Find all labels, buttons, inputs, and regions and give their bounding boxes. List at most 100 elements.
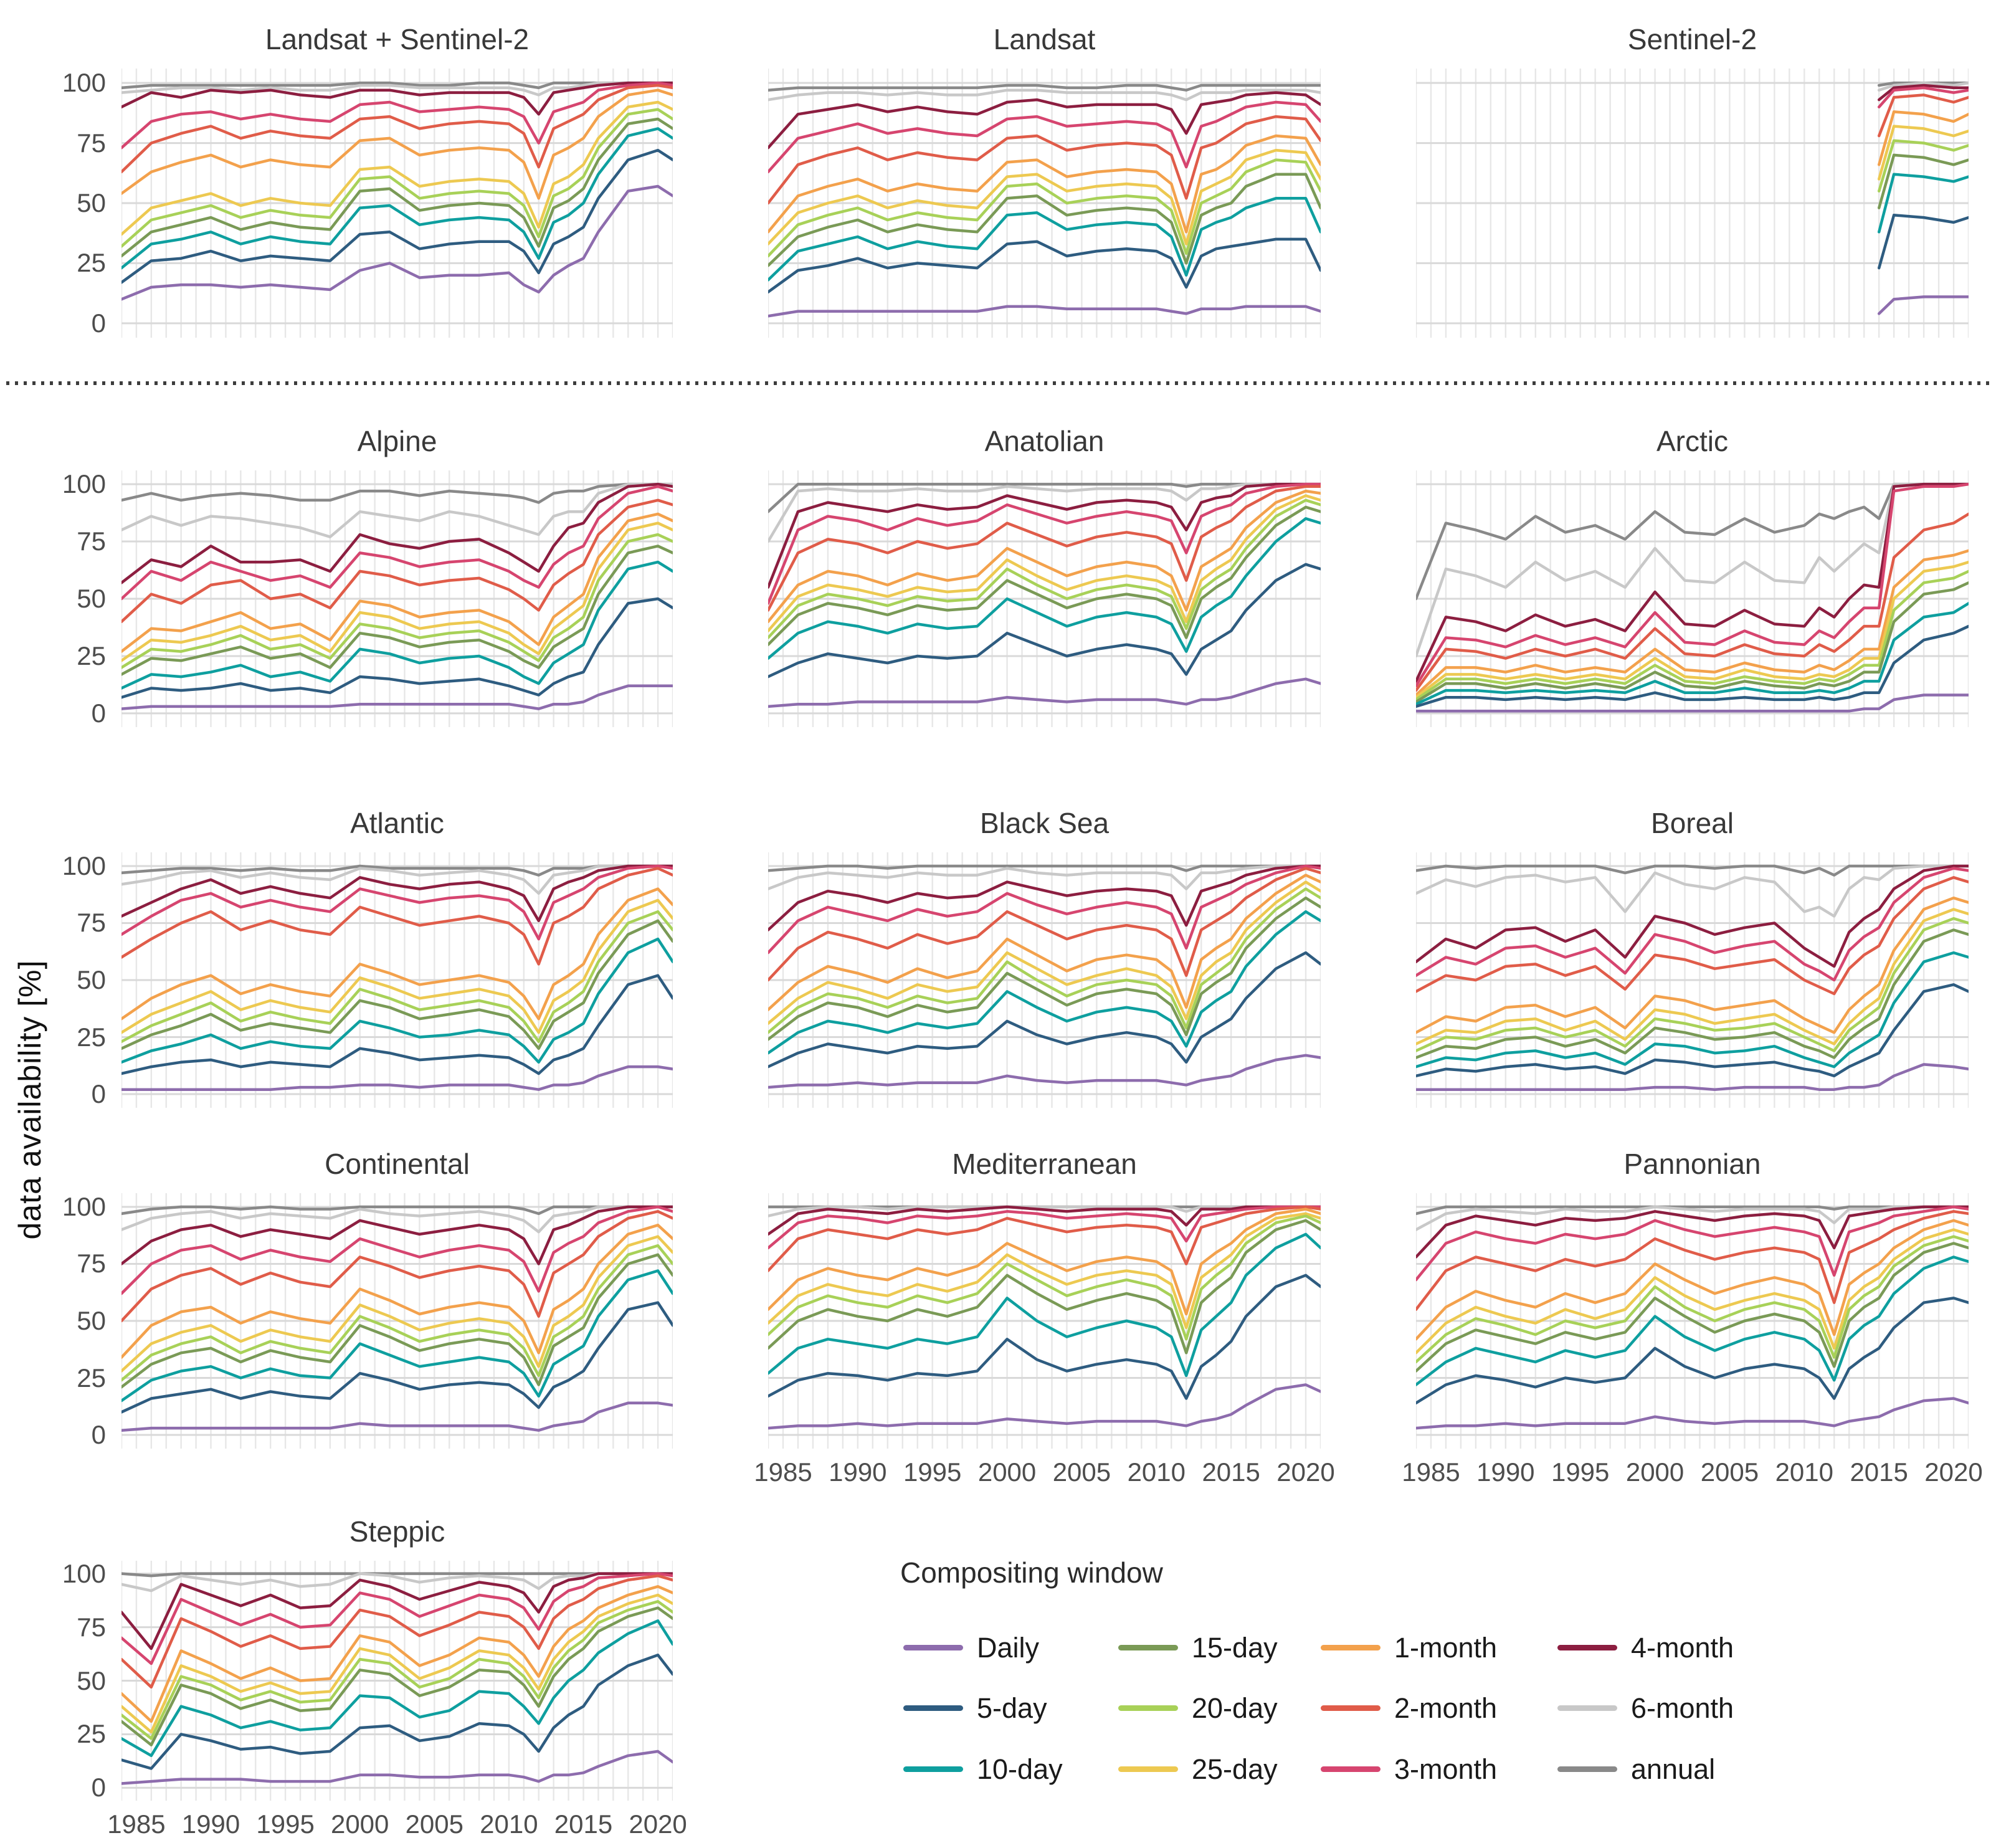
series-line-annual bbox=[121, 1205, 673, 1216]
y-tick-label: 0 bbox=[91, 1420, 106, 1450]
series-line-4-month bbox=[121, 482, 673, 584]
panel-title-mediterranean: Mediterranean bbox=[952, 1148, 1137, 1180]
legend-label-annual: annual bbox=[1631, 1753, 1716, 1785]
y-tick-label: 25 bbox=[77, 1719, 106, 1749]
series-line-5-day bbox=[1416, 1297, 1969, 1405]
panel-title-landsat: Landsat bbox=[993, 23, 1096, 55]
series-line-2-month bbox=[768, 485, 1321, 612]
series-line-2-month bbox=[1416, 512, 1969, 692]
series-line-5-day bbox=[121, 1301, 673, 1414]
panel-title-atlantic: Atlantic bbox=[350, 807, 444, 839]
series-line-1-month bbox=[121, 1224, 673, 1359]
series-line-3-month bbox=[768, 1205, 1321, 1250]
plot-area-alpine bbox=[121, 470, 673, 727]
legend-swatch-daily bbox=[903, 1645, 963, 1650]
legend-label-20-day: 20-day bbox=[1192, 1692, 1278, 1724]
y-tick-label: 75 bbox=[77, 1612, 106, 1642]
legend-label-15-day: 15-day bbox=[1192, 1632, 1278, 1664]
series-line-daily bbox=[1877, 295, 1969, 315]
series-line-25-day bbox=[1877, 125, 1969, 181]
panel-title-pannonian: Pannonian bbox=[1623, 1148, 1761, 1180]
series-line-6-month bbox=[1416, 482, 1969, 658]
series-line-4-month bbox=[1416, 1205, 1969, 1259]
series-line-1-month bbox=[121, 512, 673, 653]
y-tick-label: 25 bbox=[77, 1363, 106, 1393]
legend-swatch-5-day bbox=[903, 1705, 963, 1711]
series-line-4-month bbox=[768, 91, 1321, 150]
x-tick-label: 2020 bbox=[1276, 1457, 1335, 1487]
series-line-2-month bbox=[1416, 876, 1969, 996]
x-tick-label: 2015 bbox=[1202, 1457, 1260, 1487]
x-tick-label: 2010 bbox=[480, 1809, 538, 1839]
legend-label-4-month: 4-month bbox=[1631, 1632, 1734, 1664]
series-line-annual bbox=[121, 482, 673, 504]
x-tick-label: 1990 bbox=[829, 1457, 887, 1487]
series-line-25-day bbox=[121, 1593, 673, 1734]
series-line-annual bbox=[1416, 864, 1969, 877]
series-line-1-month bbox=[121, 88, 673, 200]
series-line-10-day bbox=[121, 127, 673, 270]
series-line-2-month bbox=[121, 83, 673, 174]
panel-title-anatolian: Anatolian bbox=[984, 425, 1105, 457]
series-line-3-month bbox=[1416, 482, 1969, 688]
x-tick-label: 2020 bbox=[1924, 1457, 1983, 1487]
series-line-2-month bbox=[121, 1210, 673, 1323]
plot-area-arctic bbox=[1416, 470, 1969, 727]
series-line-1-month bbox=[768, 874, 1321, 1011]
series-line-25-day bbox=[121, 522, 673, 662]
series-line-3-month bbox=[1877, 86, 1969, 108]
plot-area-boreal bbox=[1416, 852, 1969, 1108]
y-tick-label: 75 bbox=[77, 908, 106, 938]
series-line-4-month bbox=[1877, 83, 1969, 102]
series-line-4-month bbox=[768, 1205, 1321, 1236]
legend-label-10-day: 10-day bbox=[977, 1753, 1063, 1785]
series-line-1-month bbox=[768, 1207, 1321, 1316]
panel-title-sentinel-2: Sentinel-2 bbox=[1627, 23, 1757, 55]
series-line-daily bbox=[768, 305, 1321, 318]
series-line-5-day bbox=[768, 1274, 1321, 1400]
series-line-2-month bbox=[768, 115, 1321, 205]
panel-title-alpine: Alpine bbox=[357, 425, 437, 457]
plot-area-sentinel-2 bbox=[1416, 69, 1969, 338]
panel-title-landsat-sentinel-2: Landsat + Sentinel-2 bbox=[265, 23, 530, 55]
panel-title-boreal: Boreal bbox=[1651, 807, 1734, 839]
series-line-6-month bbox=[1416, 864, 1969, 918]
series-line-4-month bbox=[121, 864, 673, 923]
y-tick-label: 0 bbox=[91, 1773, 106, 1803]
series-line-5-day bbox=[121, 148, 673, 284]
series-line-25-day bbox=[121, 1235, 673, 1373]
x-tick-label: 1995 bbox=[256, 1809, 315, 1839]
series-line-10-day bbox=[121, 1619, 673, 1758]
series-line-annual bbox=[121, 81, 673, 90]
series-line-10-day bbox=[768, 1232, 1321, 1378]
y-tick-label: 75 bbox=[77, 1249, 106, 1279]
series-line-15-day bbox=[121, 1253, 673, 1389]
series-line-daily bbox=[1416, 1397, 1969, 1430]
x-tick-label: 1995 bbox=[1551, 1457, 1610, 1487]
series-line-3-month bbox=[768, 864, 1321, 955]
series-line-2-month bbox=[1877, 93, 1969, 138]
series-line-3-month bbox=[768, 100, 1321, 174]
series-line-10-day bbox=[121, 937, 673, 1064]
series-line-2-month bbox=[121, 867, 673, 966]
x-tick-label: 1990 bbox=[181, 1809, 240, 1839]
legend-title: Compositing window bbox=[900, 1556, 1163, 1589]
plot-area-atlantic bbox=[121, 852, 673, 1108]
series-line-25-day bbox=[768, 880, 1321, 1025]
series-line-4-month bbox=[768, 482, 1321, 589]
x-tick-label: 2015 bbox=[554, 1809, 613, 1839]
series-line-daily bbox=[1416, 693, 1969, 713]
series-line-1-month bbox=[121, 887, 673, 1021]
series-line-1-month bbox=[1416, 896, 1969, 1034]
series-line-15-day bbox=[768, 173, 1321, 267]
series-line-2-month bbox=[121, 498, 673, 624]
series-line-20-day bbox=[1877, 139, 1969, 193]
x-tick-label: 2005 bbox=[1052, 1457, 1111, 1487]
series-line-15-day bbox=[1416, 581, 1969, 703]
series-line-5-day bbox=[1416, 983, 1969, 1078]
y-tick-label: 75 bbox=[77, 526, 106, 556]
y-tick-label: 50 bbox=[77, 584, 106, 613]
series-line-1-month bbox=[1416, 1219, 1969, 1341]
series-line-25-day bbox=[121, 100, 673, 236]
